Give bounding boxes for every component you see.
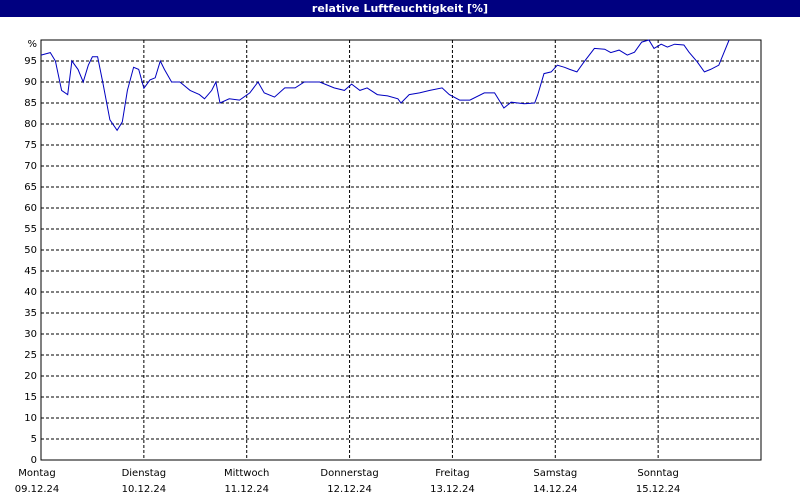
y-tick-label: 40 (24, 287, 37, 298)
y-tick-label: 75 (24, 140, 37, 151)
y-tick-label: 95 (24, 56, 37, 67)
x-tick-label: Dienstag (122, 468, 167, 479)
x-tick-date: 09.12.24 (15, 484, 60, 495)
x-tick-label: Donnerstag (320, 468, 378, 479)
chart-title: relative Luftfeuchtigkeit [%] (312, 2, 488, 15)
x-tick-label: Samstag (533, 468, 577, 479)
y-tick-label: 90 (24, 77, 37, 88)
x-tick-date: 15.12.24 (636, 484, 681, 495)
y-tick-label: 0 (31, 455, 37, 466)
x-tick-label: Sonntag (637, 468, 679, 479)
y-tick-label: 60 (24, 203, 37, 214)
y-tick-label: 45 (24, 266, 37, 277)
x-tick-label: Montag (18, 468, 55, 479)
y-tick-label: 15 (24, 392, 37, 403)
y-tick-label: 25 (24, 350, 37, 361)
y-tick-label: 20 (24, 371, 37, 382)
y-tick-label: 80 (24, 119, 37, 130)
y-tick-label: % (27, 39, 37, 50)
y-tick-label: 65 (24, 182, 37, 193)
y-tick-label: 30 (24, 329, 37, 340)
y-tick-label: 10 (24, 413, 37, 424)
x-tick-label: Freitag (435, 468, 469, 479)
y-tick-label: 5 (31, 434, 37, 445)
y-tick-label: 85 (24, 98, 37, 109)
y-tick-label: 55 (24, 224, 37, 235)
x-tick-date: 10.12.24 (122, 484, 167, 495)
y-tick-label: 50 (24, 245, 37, 256)
title-bar (0, 0, 800, 17)
y-tick-label: 70 (24, 161, 37, 172)
x-tick-label: Mittwoch (224, 468, 269, 479)
data-line (40, 39, 730, 132)
x-tick-date: 11.12.24 (224, 484, 269, 495)
x-tick-date: 12.12.24 (327, 484, 372, 495)
y-tick-label: 35 (24, 308, 37, 319)
x-tick-date: 14.12.24 (533, 484, 578, 495)
x-tick-date: 13.12.24 (430, 484, 475, 495)
